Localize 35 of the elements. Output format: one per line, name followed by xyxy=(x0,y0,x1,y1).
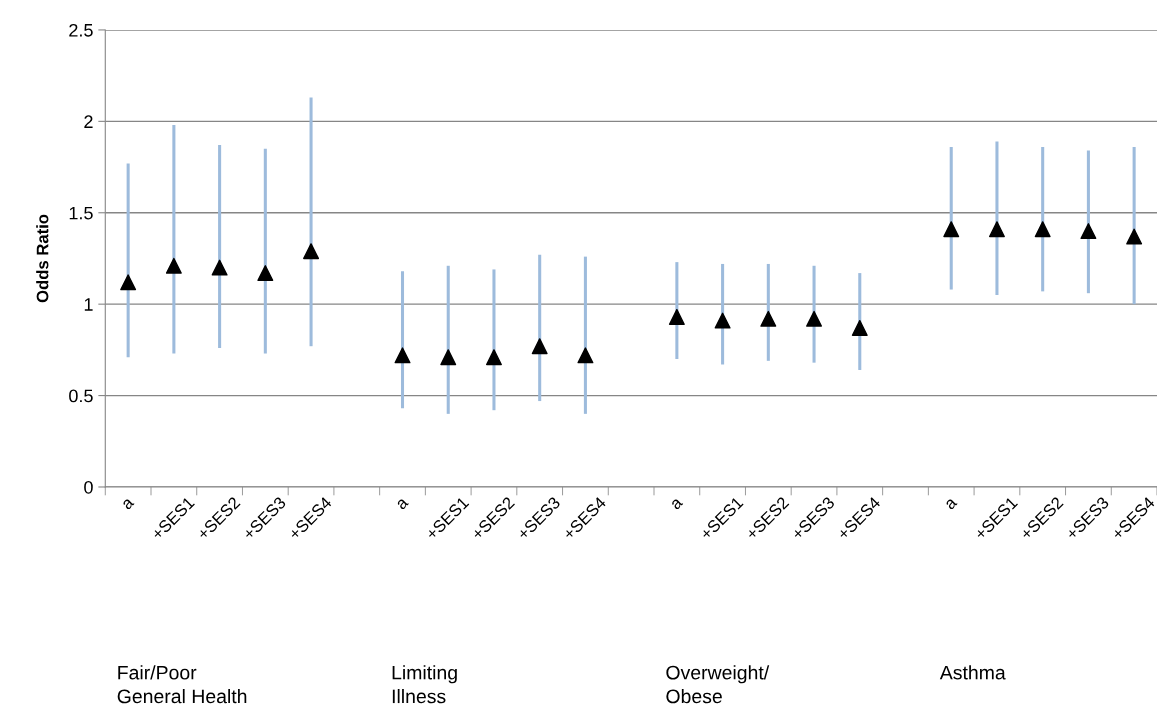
y-tick-label: 0 xyxy=(84,480,93,494)
point xyxy=(303,243,320,260)
x-tick-label: a xyxy=(122,497,135,511)
point xyxy=(988,221,1005,238)
x-tick-label: a xyxy=(945,497,958,511)
point xyxy=(485,349,502,366)
point xyxy=(120,274,137,291)
y-tick-label: 1.5 xyxy=(69,206,93,220)
y-tick-label: 2 xyxy=(84,115,93,128)
y-tick-label: 0.5 xyxy=(69,389,93,403)
point xyxy=(257,265,274,282)
point xyxy=(714,312,731,329)
point xyxy=(531,338,548,355)
text: Asthma xyxy=(939,665,1006,680)
point xyxy=(668,308,685,325)
point xyxy=(440,349,457,366)
text: Limiting Illness xyxy=(392,665,457,704)
point xyxy=(806,310,823,327)
point xyxy=(760,310,777,327)
x-tick-label: a xyxy=(396,497,409,511)
point xyxy=(577,347,594,364)
point xyxy=(394,347,411,364)
x-tick-label: a xyxy=(670,497,684,511)
point xyxy=(851,319,868,336)
y-tick-label: 2.5 xyxy=(69,23,93,37)
y-axis-title: Odds Ratio xyxy=(36,214,49,303)
text: Fair/Poor General Health xyxy=(117,665,247,704)
text: Overweight/ Obese xyxy=(666,665,770,704)
point xyxy=(165,257,182,274)
point xyxy=(943,221,960,238)
point xyxy=(1080,223,1097,240)
point xyxy=(1034,221,1051,238)
point xyxy=(1126,228,1143,245)
y-tick-label: 1 xyxy=(84,298,93,311)
point xyxy=(211,259,228,276)
